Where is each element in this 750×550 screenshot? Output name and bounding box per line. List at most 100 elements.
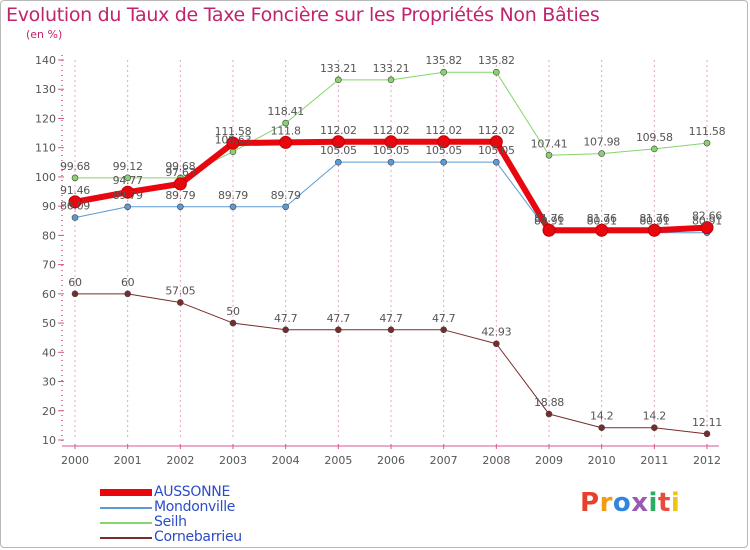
- x-tick-label: 2006: [377, 454, 405, 467]
- point-seilh: [598, 150, 605, 157]
- point-mondonville: [493, 158, 500, 166]
- data-label-mondonville: 80.91: [639, 215, 669, 228]
- data-label-seilh: 99.12: [113, 160, 143, 173]
- x-tick-label: 2012: [693, 454, 721, 467]
- data-label-aussonne: 82.66: [692, 210, 722, 223]
- point-cornebarrieu: [598, 424, 605, 432]
- data-label-cornebarrieu: 18.88: [534, 396, 564, 409]
- point-seilh: [493, 68, 500, 76]
- x-tick-label: 2007: [430, 454, 458, 467]
- x-tick-label: 2008: [482, 454, 510, 467]
- point-cornebarrieu: [335, 326, 342, 334]
- logo-letter: P: [580, 488, 600, 518]
- point-seilh: [124, 174, 131, 182]
- data-label-cornebarrieu: 47.7: [432, 312, 456, 325]
- point-seilh: [387, 76, 395, 84]
- data-label-cornebarrieu: 14.2: [590, 410, 613, 423]
- x-tick-label: 2009: [535, 454, 563, 467]
- data-label-mondonville: 80.91: [587, 215, 617, 228]
- data-label-aussonne: 112.02: [373, 124, 410, 137]
- y-tick-label: 50: [42, 317, 56, 330]
- y-tick-label: 110: [35, 142, 56, 155]
- data-label-cornebarrieu: 60: [68, 276, 82, 289]
- data-label-seilh: 108.63: [215, 134, 252, 147]
- data-label-mondonville: 89.79: [113, 189, 143, 202]
- point-aussonne: [489, 135, 503, 149]
- data-label-seilh: 133.21: [320, 62, 357, 75]
- point-cornebarrieu: [651, 424, 658, 432]
- y-tick-label: 20: [42, 405, 56, 418]
- data-label-mondonville: 89.79: [271, 189, 301, 202]
- y-tick-label: 40: [42, 346, 56, 359]
- point-seilh: [651, 145, 658, 153]
- data-label-mondonville: 105.05: [425, 144, 462, 157]
- y-tick-label: 10: [42, 434, 56, 447]
- y-tick-label: 130: [35, 83, 56, 96]
- point-cornebarrieu: [493, 340, 500, 348]
- data-label-cornebarrieu: 57.05: [165, 284, 195, 297]
- data-label-aussonne: 111.8: [271, 124, 301, 137]
- point-cornebarrieu: [177, 299, 184, 306]
- point-mondonville: [71, 214, 79, 221]
- point-aussonne: [226, 136, 240, 150]
- x-tick-label: 2002: [166, 454, 194, 467]
- logo-letter: x: [631, 488, 649, 518]
- logo-letter: t: [657, 488, 671, 518]
- data-label-cornebarrieu: 14.2: [643, 410, 666, 423]
- point-aussonne: [384, 135, 398, 149]
- data-label-seilh: 135.82: [478, 54, 515, 67]
- point-aussonne: [331, 135, 345, 149]
- x-tick-label: 2011: [640, 454, 668, 467]
- point-aussonne: [173, 177, 187, 191]
- data-label-aussonne: 94.77: [113, 174, 143, 187]
- data-label-aussonne: 81.76: [534, 212, 564, 225]
- legend-swatch-mondonville: [100, 507, 152, 509]
- x-tick-label: 2000: [61, 454, 89, 467]
- point-mondonville: [440, 158, 447, 166]
- point-seilh: [335, 76, 342, 84]
- data-label-seilh: 133.21: [373, 62, 410, 75]
- legend-swatch-seilh: [100, 522, 152, 524]
- point-aussonne: [68, 195, 82, 209]
- point-seilh: [282, 119, 289, 127]
- x-tick-label: 2010: [588, 454, 616, 467]
- data-label-seilh: 118.41: [267, 105, 304, 118]
- point-cornebarrieu: [124, 290, 131, 298]
- point-seilh: [703, 139, 711, 147]
- data-label-mondonville: 86.09: [60, 200, 90, 213]
- point-cornebarrieu: [71, 290, 79, 298]
- data-label-seilh: 111.58: [689, 125, 726, 138]
- point-seilh: [440, 68, 447, 76]
- data-label-cornebarrieu: 12.11: [692, 416, 722, 429]
- point-cornebarrieu: [387, 326, 395, 334]
- data-label-aussonne: 112.02: [478, 124, 515, 137]
- point-cornebarrieu: [282, 326, 289, 334]
- x-tick-label: 2004: [272, 454, 300, 467]
- logo-letter: r: [599, 488, 613, 518]
- data-label-aussonne: 81.76: [587, 212, 617, 225]
- point-mondonville: [229, 203, 237, 211]
- y-tick-label: 140: [35, 54, 56, 67]
- y-tick-label: 60: [42, 288, 56, 301]
- data-label-aussonne: 112.02: [320, 124, 357, 137]
- data-label-aussonne: 81.76: [639, 212, 669, 225]
- x-tick-label: 2005: [324, 454, 352, 467]
- point-cornebarrieu: [545, 410, 553, 418]
- proxiti-logo: Proxiti: [580, 488, 680, 518]
- point-aussonne: [647, 223, 661, 237]
- legend-label-cornebarrieu: Cornebarrieu: [154, 529, 242, 545]
- data-label-aussonne: 97.63: [165, 166, 195, 179]
- data-label-cornebarrieu: 47.7: [274, 312, 298, 325]
- legend-label-mondonville: Mondonville: [154, 499, 236, 515]
- point-seilh: [229, 148, 237, 155]
- point-mondonville: [177, 203, 184, 211]
- data-label-seilh: 99.68: [165, 160, 195, 173]
- data-label-aussonne: 112.02: [425, 124, 462, 137]
- y-tick-label: 90: [42, 200, 56, 213]
- point-mondonville: [124, 203, 131, 211]
- data-label-mondonville: 89.79: [165, 189, 195, 202]
- point-aussonne: [121, 185, 135, 199]
- x-tick-label: 2001: [114, 454, 142, 467]
